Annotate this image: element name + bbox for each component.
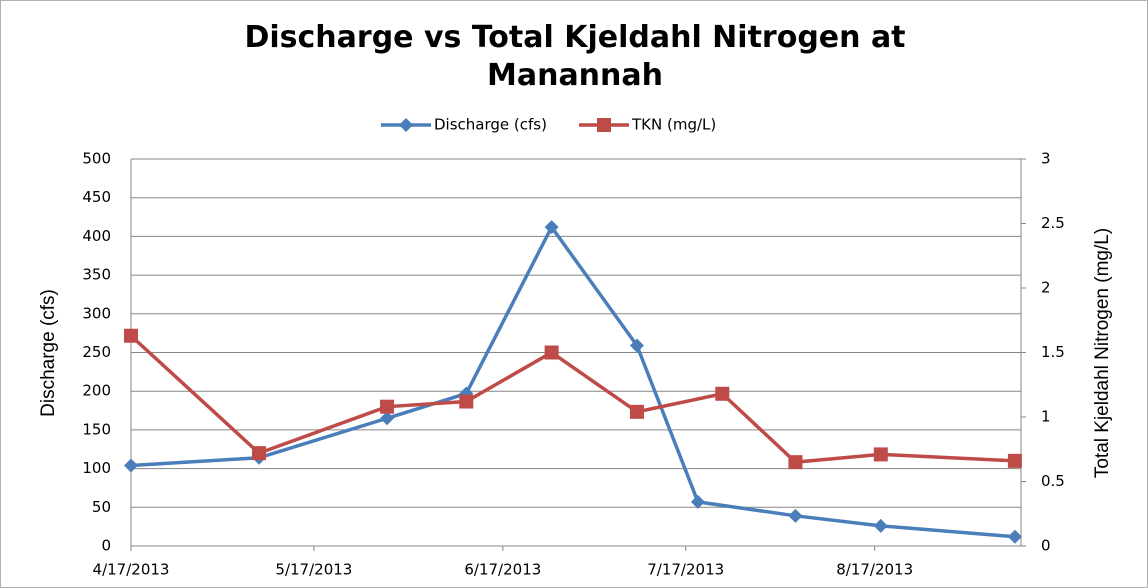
data-point: [459, 394, 474, 409]
series-line: [130, 223, 1016, 539]
x-tick-label: 8/17/2013: [836, 561, 913, 579]
y-tick-label: 500: [82, 150, 111, 168]
x-tick-label: 7/17/2013: [647, 561, 724, 579]
data-point: [715, 386, 730, 401]
series-line: [129, 334, 1015, 464]
y2-tick-label: 0.5: [1041, 472, 1065, 490]
data-point: [1007, 529, 1022, 544]
data-point: [629, 404, 644, 419]
data-point: [544, 220, 559, 235]
y-tick-label: 450: [82, 188, 111, 206]
data-point: [690, 494, 705, 509]
x-tick-label: 6/17/2013: [464, 561, 541, 579]
y2-tick-label: 1: [1041, 408, 1051, 426]
y2-tick-label: 2.5: [1041, 214, 1065, 232]
x-tick-label: 5/17/2013: [275, 561, 352, 579]
y-tick-label: 150: [82, 420, 111, 438]
data-point: [252, 446, 267, 461]
legend-label: Discharge (cfs): [434, 116, 547, 134]
data-point: [380, 399, 395, 414]
x-tick-label: 4/17/2013: [93, 561, 170, 579]
series: [124, 220, 1022, 544]
y2-axis-title: Total Kjeldahl Nitrogen (mg/L): [1092, 228, 1113, 478]
y2-tick-label: 1.5: [1041, 343, 1065, 361]
data-point: [1007, 453, 1022, 468]
data-point: [124, 328, 138, 343]
data-point: [544, 345, 559, 360]
data-point: [124, 458, 138, 473]
data-point: [873, 447, 888, 462]
legend-marker: [399, 118, 413, 132]
y2-tick-label: 3: [1041, 150, 1051, 168]
y-tick-label: 400: [82, 227, 111, 245]
data-point: [380, 411, 395, 426]
data-point: [629, 338, 644, 353]
y-tick-label: 250: [82, 343, 111, 361]
y-tick-label: 0: [101, 537, 111, 555]
y2-tick-label: 0: [1041, 537, 1051, 555]
series: [124, 328, 1022, 470]
data-point: [873, 518, 888, 533]
legend: Discharge (cfs) TKN (mg/L): [381, 116, 716, 134]
y2-tick-label: 2: [1041, 279, 1051, 297]
chart-title: Discharge vs Total Kjeldahl Nitrogen at …: [244, 20, 906, 93]
y-axis-title: Discharge (cfs): [38, 289, 59, 417]
legend-marker: [597, 118, 611, 132]
y-tick-label: 350: [82, 266, 111, 284]
data-point: [788, 508, 803, 523]
y-tick-label: 300: [82, 304, 111, 322]
y-tick-label: 100: [82, 459, 111, 477]
legend-label: TKN (mg/L): [631, 116, 716, 134]
y-tick-label: 200: [82, 382, 111, 400]
data-point: [788, 455, 803, 470]
y-tick-label: 50: [92, 498, 111, 516]
